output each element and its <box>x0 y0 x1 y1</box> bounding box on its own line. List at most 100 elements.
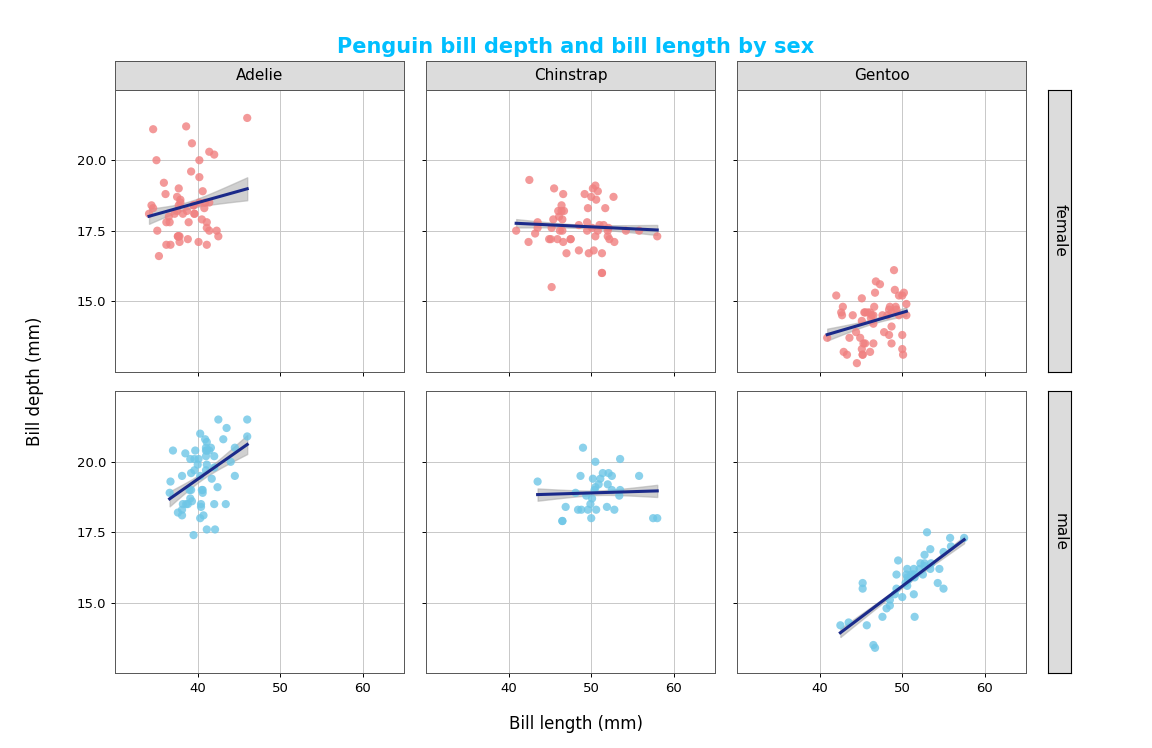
Point <box>582 498 600 510</box>
Point <box>605 503 623 515</box>
Point <box>854 583 872 595</box>
Point <box>205 149 223 161</box>
Point <box>173 503 191 515</box>
Point <box>902 568 920 580</box>
Point <box>205 462 223 473</box>
Point <box>554 188 573 200</box>
Point <box>852 343 871 355</box>
Point <box>901 571 919 583</box>
Point <box>550 211 568 223</box>
Point <box>200 444 219 456</box>
Point <box>189 453 207 465</box>
Point <box>586 180 605 191</box>
Point <box>195 202 213 214</box>
Point <box>599 224 617 236</box>
Point <box>905 568 924 580</box>
Text: Adelie: Adelie <box>236 68 283 83</box>
Text: Gentoo: Gentoo <box>854 68 910 83</box>
Point <box>558 248 576 260</box>
Point <box>611 490 629 502</box>
Point <box>864 318 882 330</box>
Point <box>185 208 204 220</box>
Point <box>929 577 947 589</box>
Point <box>238 430 257 442</box>
Point <box>150 250 168 262</box>
Point <box>863 309 881 321</box>
Point <box>887 568 905 580</box>
Point <box>941 532 960 544</box>
Point <box>880 329 899 341</box>
Point <box>184 199 203 211</box>
Point <box>205 450 223 462</box>
Point <box>611 484 629 496</box>
Point <box>569 245 588 257</box>
Point <box>857 619 876 631</box>
Point <box>189 459 207 470</box>
Point <box>203 473 221 485</box>
Point <box>194 186 212 197</box>
Point <box>840 332 858 344</box>
Point <box>885 264 903 276</box>
Point <box>600 233 619 245</box>
Point <box>210 230 228 242</box>
Point <box>160 216 179 228</box>
Point <box>207 224 226 236</box>
Point <box>880 600 899 612</box>
Point <box>599 467 617 479</box>
Point <box>157 239 175 251</box>
Point <box>866 642 885 654</box>
Point <box>582 512 600 524</box>
Point <box>630 224 649 236</box>
Point <box>866 275 885 287</box>
Point <box>602 484 621 496</box>
Point <box>168 205 187 217</box>
Point <box>197 444 215 456</box>
Point <box>191 470 210 482</box>
Point <box>916 560 934 572</box>
Point <box>571 470 590 482</box>
Point <box>550 205 568 217</box>
Point <box>170 230 189 242</box>
Point <box>887 583 905 595</box>
Point <box>864 309 882 321</box>
Point <box>164 444 182 456</box>
Point <box>897 298 916 310</box>
Point <box>548 233 567 245</box>
Point <box>170 236 189 248</box>
Point <box>185 444 204 456</box>
Point <box>191 498 210 510</box>
Point <box>154 177 173 188</box>
Point <box>586 456 605 468</box>
Point <box>598 501 616 513</box>
Point <box>649 512 667 524</box>
Point <box>922 563 940 575</box>
Point <box>852 292 871 304</box>
Point <box>226 470 244 482</box>
Point <box>190 154 209 166</box>
Point <box>866 286 885 298</box>
Point <box>545 183 563 194</box>
Point <box>221 456 240 468</box>
Point <box>922 557 940 569</box>
Point <box>856 307 874 319</box>
Point <box>553 224 571 236</box>
Point <box>174 498 192 510</box>
Point <box>899 571 917 583</box>
Point <box>895 286 914 298</box>
Point <box>886 284 904 296</box>
Point <box>198 239 217 251</box>
Point <box>934 546 953 558</box>
Point <box>878 602 896 614</box>
Text: female: female <box>1052 204 1067 257</box>
Point <box>585 484 604 496</box>
Point <box>218 422 236 434</box>
Point <box>880 594 899 606</box>
Point <box>209 481 227 493</box>
Point <box>544 213 562 225</box>
Point <box>192 213 211 225</box>
Point <box>578 503 597 515</box>
Point <box>893 329 911 341</box>
Point <box>181 492 199 504</box>
Point <box>210 414 228 426</box>
Point <box>543 281 561 293</box>
